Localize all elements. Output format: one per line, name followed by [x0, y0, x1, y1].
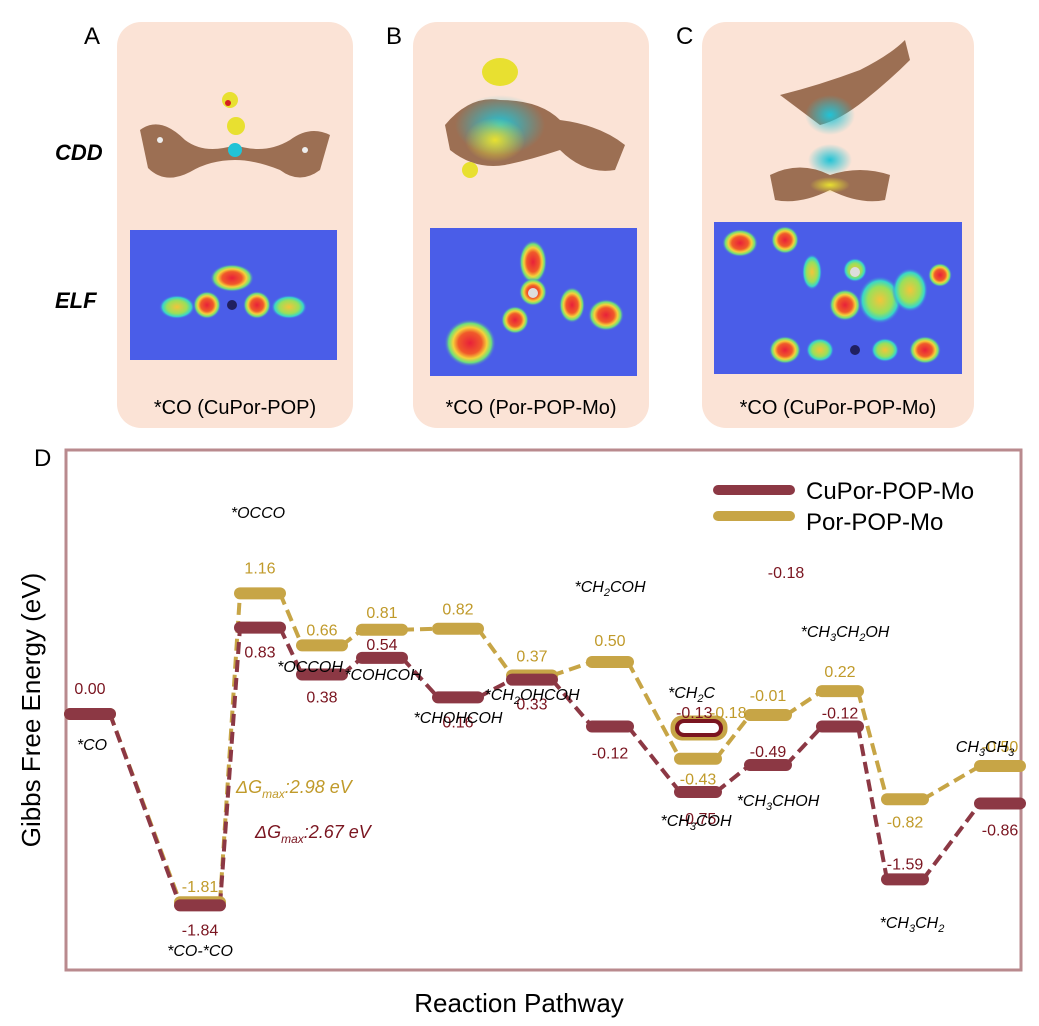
legend-label-cupor: CuPor-POP-Mo: [806, 478, 974, 505]
cupor-levels: [64, 621, 1026, 912]
cupor-connector-10: [856, 726, 889, 880]
por-connector-4: [401, 626, 439, 632]
ch2c-label: *CH2C: [668, 685, 715, 705]
cupor-value-label-11: -1.59: [887, 856, 924, 873]
intermediate-label-2: *OCCO: [231, 505, 285, 522]
panel-a: A *CO (CuPor-POP): [84, 22, 353, 428]
por-connector-11: [921, 764, 982, 802]
legend-label-por: Por-POP-Mo: [806, 509, 943, 536]
cupor-connector-6: [550, 678, 594, 728]
cupor-value-label-8: -0.75: [680, 811, 717, 828]
panel-a-background: [117, 22, 353, 428]
panel-c-molecule: [770, 40, 910, 202]
por-connector-10: [856, 690, 889, 800]
y-axis-label: Gibbs Free Energy (eV): [16, 573, 46, 848]
panel-b-letter: B: [386, 23, 402, 50]
cupor-value-label-3: 0.38: [306, 689, 337, 706]
por-value-label-8: -0.43: [680, 772, 717, 789]
ch2c-marker: *CH2C -0.13 -0.18: [668, 685, 747, 741]
panel-b-caption: *CO (Por-POP-Mo): [445, 397, 616, 419]
cupor-value-label-9: -0.49: [750, 744, 787, 761]
cupor-connector-2: [278, 626, 304, 676]
free-energy-chart: D Gibbs Free Energy (eV) Reaction Pathwa…: [16, 445, 1026, 1018]
intermediate-label-6: *CH2OHCOH: [484, 687, 579, 707]
por-connector-2: [278, 592, 304, 647]
cupor-connector-11: [921, 802, 982, 881]
cupor-value-label-0: 0.00: [74, 681, 105, 698]
cupor-value-label-4: 0.54: [366, 637, 397, 654]
row-label-elf: ELF: [55, 288, 97, 313]
intermediate-label-12: CH3CH3: [956, 739, 1015, 759]
panel-b: B *CO (Por-POP-Mo): [386, 22, 649, 428]
cupor-value-label-2: 0.83: [244, 645, 275, 662]
por-value-label-2: 1.16: [244, 560, 275, 577]
cupor-connector-8: [714, 763, 752, 794]
cupor-connector-9: [784, 725, 824, 767]
panel-b-elf-map: [430, 228, 637, 376]
por-connector-8: [714, 713, 752, 760]
panel-b-molecule: [445, 58, 625, 178]
ch2c-highlight-box-inner: [675, 719, 723, 737]
intermediate-label-7: *CH2COH: [574, 579, 645, 599]
panel-a-molecule: [140, 92, 330, 178]
por-value-label-1: -1.81: [182, 879, 219, 896]
structure-panels: A *CO (CuPor-POP): [55, 22, 974, 428]
x-axis-label: Reaction Pathway: [414, 988, 624, 1018]
cupor-value-label-6: 0.33: [516, 697, 547, 714]
panel-a-elf-map: [130, 230, 337, 360]
por-value-label-9: -0.01: [750, 688, 787, 705]
intermediate-label-9: *CH3CHOH: [737, 793, 820, 813]
por-value-label-3: 0.66: [306, 622, 337, 639]
intermediate-label-11: *CH3CH2: [880, 915, 945, 935]
por-value-label-6: 0.37: [516, 649, 547, 666]
intermediate-label-10: *CH3CH2OH: [801, 624, 890, 644]
por-value-label-4: 0.81: [366, 605, 397, 622]
ch2c-highlight-box: [670, 715, 728, 741]
cupor-value-label-7: -0.12: [592, 745, 629, 762]
cupor-connector-0: [108, 713, 182, 907]
stray-value-label: -0.18: [768, 565, 805, 582]
cupor-connector-5: [477, 677, 513, 700]
por-value-label-12: -0.50: [982, 739, 1019, 756]
row-label-cdd: CDD: [55, 140, 103, 165]
por-connector-7: [626, 661, 682, 760]
intermediate-label-4: *COHCOH: [344, 667, 422, 684]
intermediate-label-0: *CO: [77, 737, 107, 754]
value-labels: 0.00 -1.84 0.83 0.38 0.54 0.16 0.33 -0.12 -0.75 -…: [74, 560, 1018, 939]
intermediate-label-8: *CH3COH: [660, 813, 731, 833]
panel-c-caption: *CO (CuPor-POP-Mo): [740, 397, 937, 419]
por-connector-5: [476, 627, 514, 677]
por-value-label-5: 0.82: [442, 602, 473, 619]
dgmax-por: ΔGmax:2.98 eV: [235, 777, 354, 801]
panel-d-letter: D: [34, 445, 51, 472]
panel-c-elf-map: [714, 222, 962, 374]
panel-c-letter: C: [676, 23, 693, 50]
por-connector-9: [784, 689, 824, 717]
panel-c: C: [676, 22, 974, 428]
intermediate-label-1: *CO-*CO: [167, 943, 233, 960]
por-value-label-11: -0.82: [887, 814, 924, 831]
panel-a-caption: *CO (CuPor-POP): [154, 397, 316, 419]
por-connector-6: [551, 660, 593, 678]
por-connector-1: [218, 593, 242, 903]
cupor-connector-7: [626, 725, 682, 794]
intermediate-label-5: *CHOHCOH: [414, 710, 503, 727]
cupor-connector-4: [400, 656, 440, 699]
por-value-label-10: 0.22: [824, 664, 855, 681]
ch2c-por-value: -0.18: [710, 705, 747, 722]
cupor-value-label-10: -0.12: [822, 705, 859, 722]
intermediate-label-3: *OCCOH: [277, 659, 343, 676]
legend: CuPor-POP-Mo Por-POP-Mo: [713, 478, 974, 536]
dgmax-cupor: ΔGmax:2.67 eV: [254, 822, 373, 846]
cupor-value-label-1: -1.84: [182, 922, 219, 939]
cupor-value-label-5: 0.16: [442, 714, 473, 731]
cupor-value-label-12: -0.86: [982, 822, 1019, 839]
intermediate-labels: *CO *CO-*CO *OCCO *OCCOH *COHCOH *CHOHCOH *CH2…: [77, 505, 1015, 960]
por-value-label-7: 0.50: [594, 633, 625, 650]
cupor-connector-1: [218, 627, 242, 906]
ch2c-cupor-value: -0.13: [676, 705, 713, 722]
panel-a-letter: A: [84, 23, 100, 50]
